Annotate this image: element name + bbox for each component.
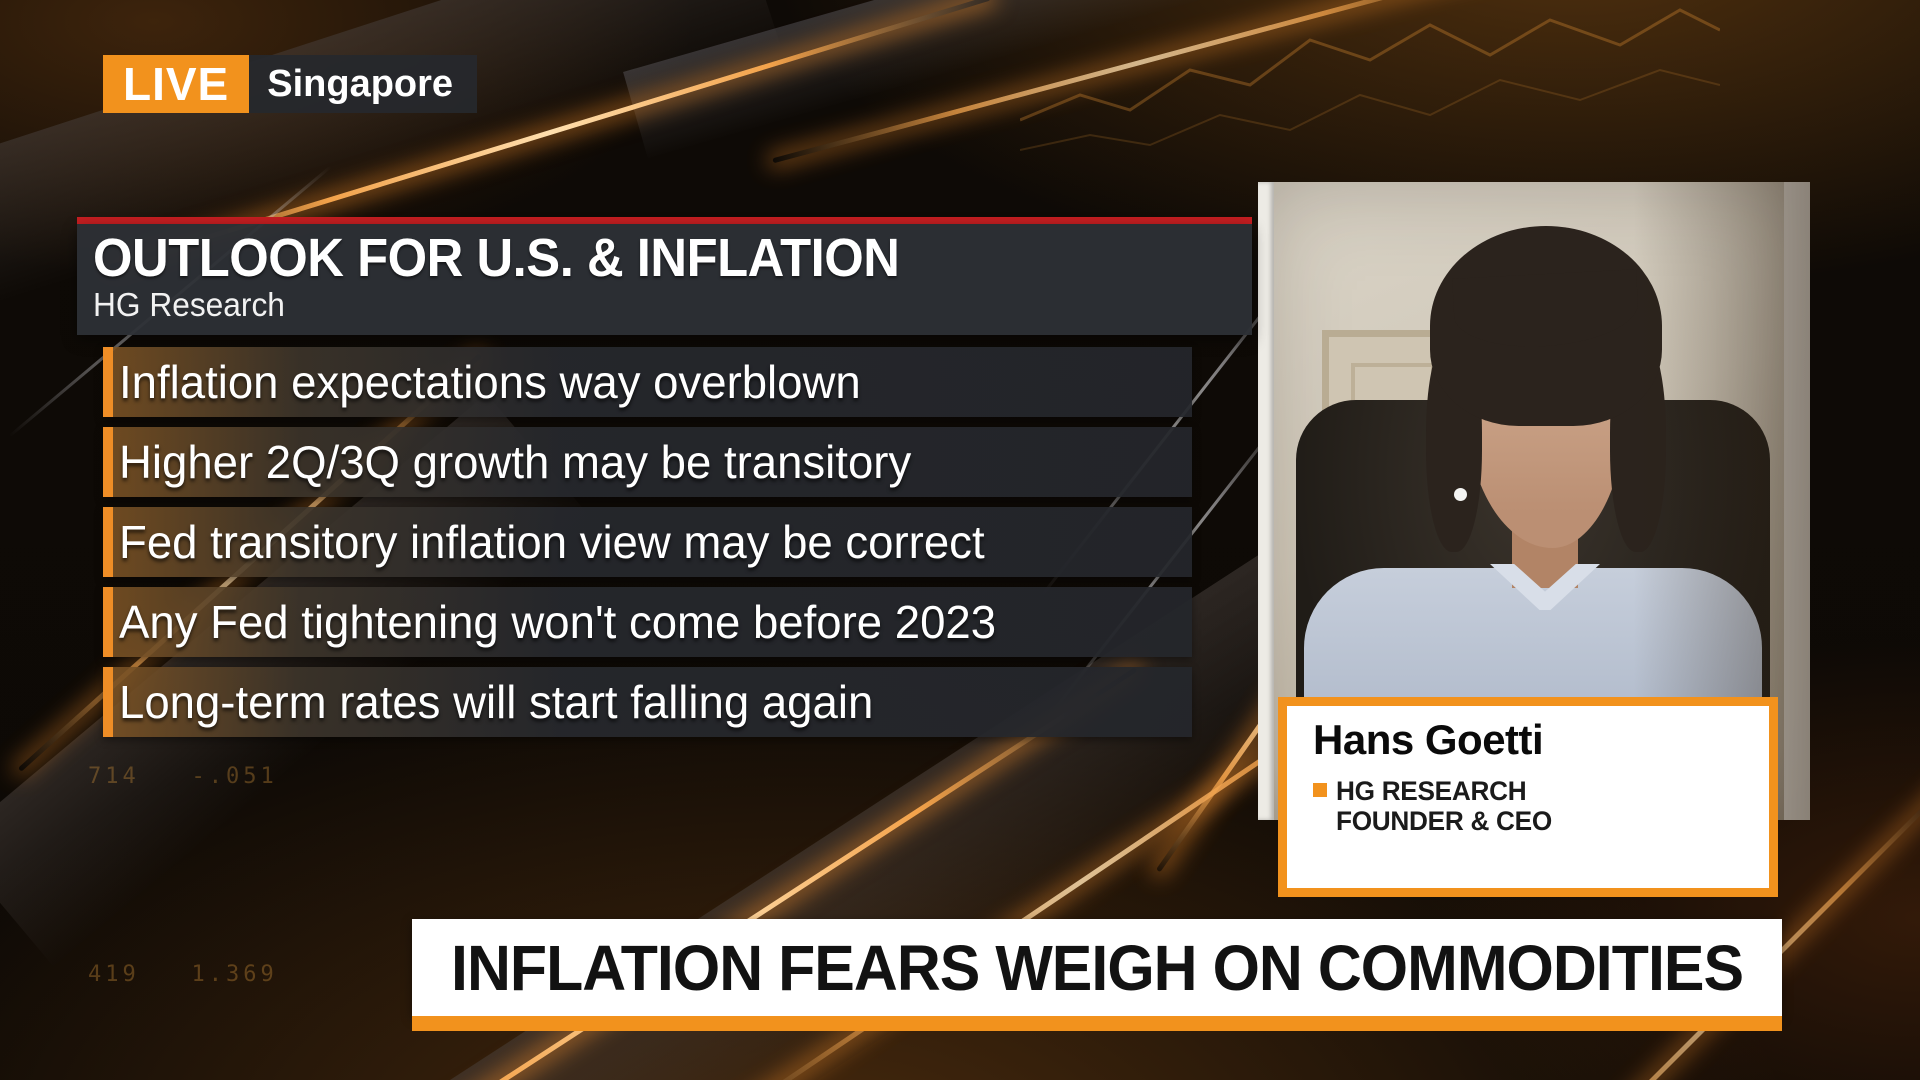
panel-body: OUTLOOK FOR U.S. & INFLATION HG Research <box>77 224 1252 335</box>
speaker-card: Hans Goetti HG RESEARCH FOUNDER & CEO <box>1278 697 1778 897</box>
banner-bar: INFLATION FEARS WEIGH ON COMMODITIES <box>412 919 1782 1016</box>
banner-headline: INFLATION FEARS WEIGH ON COMMODITIES <box>450 931 1744 1004</box>
live-badge: LIVE Singapore <box>103 55 478 113</box>
bullet-item: Higher 2Q/3Q growth may be transitory <box>103 427 1192 497</box>
bullet-list: Inflation expectations way overblown Hig… <box>103 347 1192 747</box>
bullet-accent-bar <box>103 667 113 737</box>
speaker-affiliation-row: HG RESEARCH FOUNDER & CEO <box>1313 776 1769 836</box>
bullet-item: Fed transitory inflation view may be cor… <box>103 507 1192 577</box>
bullet-text: Higher 2Q/3Q growth may be transitory <box>119 436 912 488</box>
background-ticker-numbers: 714 -.051 419 1.369 997 1.335 770 -.173 <box>88 612 278 1080</box>
ticker-number: 714 -.051 <box>88 764 278 789</box>
live-label: LIVE <box>103 55 250 113</box>
lower-third-banner: INFLATION FEARS WEIGH ON COMMODITIES <box>412 919 1782 1031</box>
bullet-text: Long-term rates will start falling again <box>119 676 874 728</box>
orange-bullet-square <box>1313 783 1327 797</box>
bullet-accent-bar <box>103 347 113 417</box>
background-chart-trace <box>1020 8 1720 151</box>
bullet-item: Long-term rates will start falling again <box>103 667 1192 737</box>
topic-panel: OUTLOOK FOR U.S. & INFLATION HG Research <box>77 217 1252 335</box>
panel-accent-line <box>77 217 1252 224</box>
speaker-affiliation: HG RESEARCH <box>1336 776 1527 806</box>
video-wall-edge <box>1784 182 1810 820</box>
bullet-text: Inflation expectations way overblown <box>119 356 861 408</box>
bullet-text: Fed transitory inflation view may be cor… <box>119 516 985 568</box>
live-location: Singapore <box>249 55 478 113</box>
bullet-accent-bar <box>103 587 113 657</box>
bullet-text: Any Fed tightening won't come before 202… <box>119 596 997 648</box>
bullet-accent-bar <box>103 427 113 497</box>
guest-earbud <box>1454 488 1467 501</box>
bullet-item: Inflation expectations way overblown <box>103 347 1192 417</box>
topic-title: OUTLOOK FOR U.S. & INFLATION <box>93 228 900 288</box>
banner-underline <box>412 1016 1782 1031</box>
speaker-name: Hans Goetti <box>1313 716 1544 763</box>
video-wall-edge <box>1258 182 1274 820</box>
ticker-number: 419 1.369 <box>88 962 278 987</box>
bullet-item: Any Fed tightening won't come before 202… <box>103 587 1192 657</box>
background-ticker-numbers: 335 .217 04 1.58 <box>40 962 230 1080</box>
topic-source: HG Research <box>93 286 285 323</box>
speaker-role: FOUNDER & CEO <box>1336 806 1552 836</box>
bullet-accent-bar <box>103 507 113 577</box>
